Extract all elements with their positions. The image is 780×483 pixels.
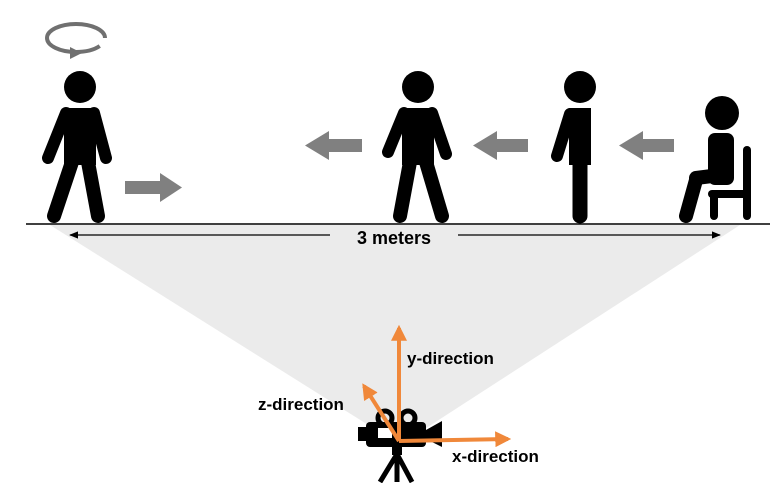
- y-axis-label: y-direction: [407, 349, 494, 368]
- movement-arrow-left-2: [473, 131, 528, 160]
- z-axis-arrow: [362, 383, 401, 443]
- camera-field-of-view: [50, 225, 740, 445]
- walking-person-icon: [382, 71, 452, 223]
- rotate-icon: [45, 22, 107, 59]
- x-axis-label: x-direction: [452, 447, 539, 466]
- sitting-person-icon: [679, 96, 751, 223]
- z-axis-label: z-direction: [258, 395, 344, 414]
- x-axis-arrow: [398, 431, 512, 448]
- standing-person-icon: [551, 71, 596, 224]
- movement-arrow-left-3: [619, 131, 674, 160]
- axis-arrows: [362, 324, 512, 448]
- walking-person-icon: [42, 71, 112, 223]
- distance-indicator: 3 meters: [69, 228, 721, 248]
- movement-arrow-right: [125, 173, 182, 202]
- distance-label: 3 meters: [357, 228, 431, 248]
- movement-arrow-left-1: [305, 131, 362, 160]
